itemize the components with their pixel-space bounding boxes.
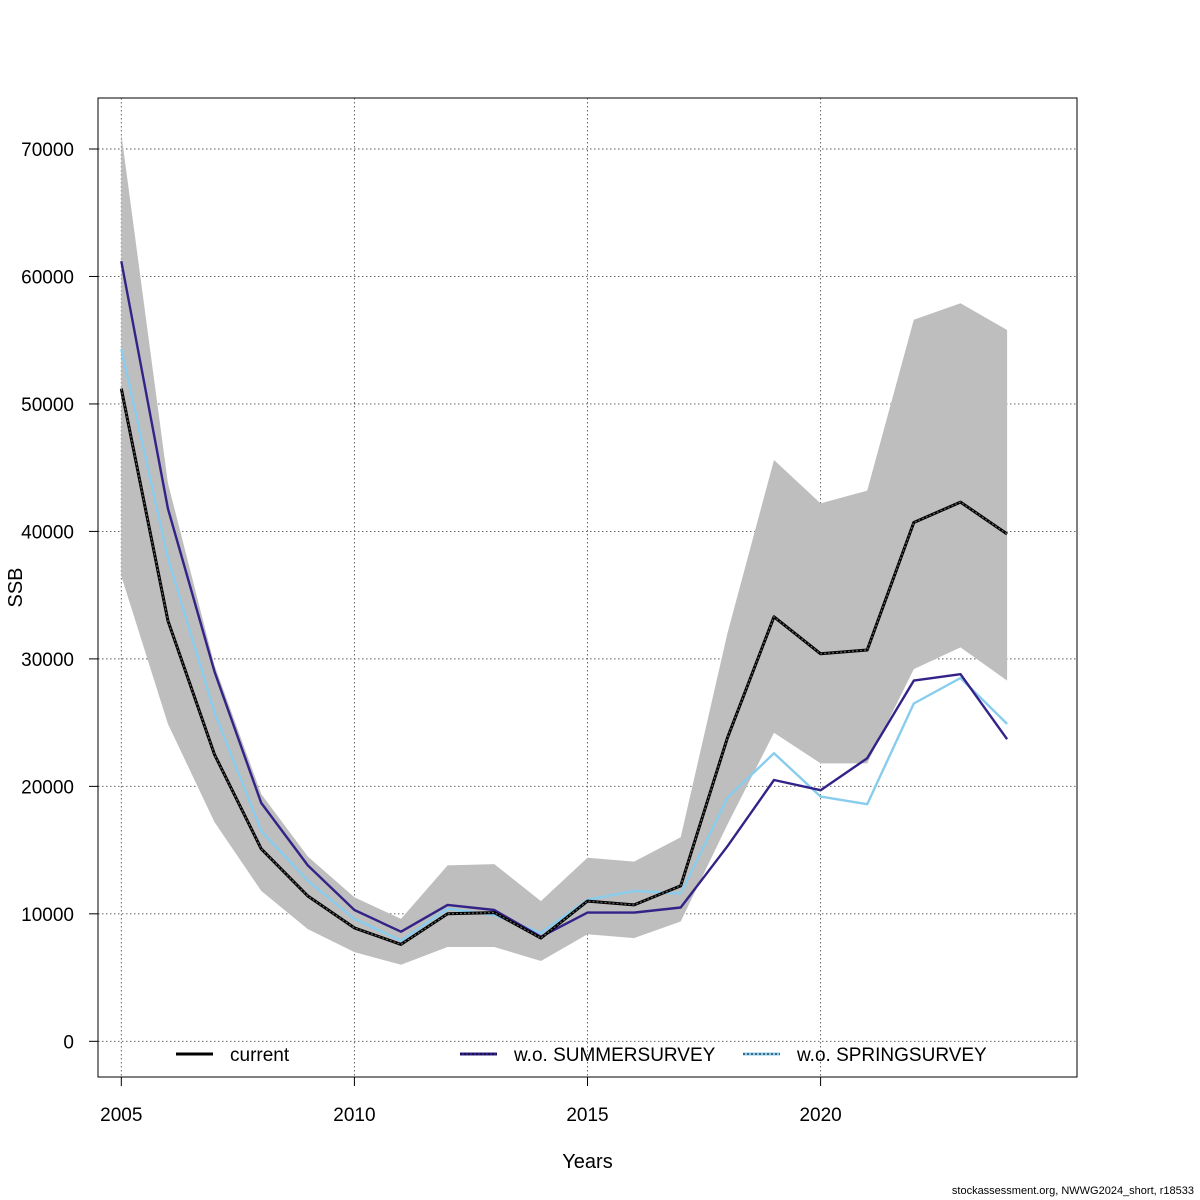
series-line-w-o-summersurvey — [120, 260, 1009, 938]
credit-text: stockassessment.org, NWWG2024_short, r18… — [951, 1185, 1194, 1197]
y-axis: 0 10000 20000 30000 40000 50000 60000 70000 — [21, 140, 99, 1053]
x-tick-label-2020: 2020 — [799, 1105, 841, 1126]
x-tick-label-2015: 2015 — [566, 1105, 608, 1126]
legend-label-w-o-springsurvey: w.o. SPRINGSURVEY — [796, 1045, 987, 1066]
ci-band — [121, 133, 1008, 965]
series-line-w-o-springsurvey — [120, 348, 1008, 942]
legend: current w.o. SUMMERSURVEY w.o. SPRINGSURVE… — [176, 1045, 987, 1066]
x-axis-title: Years — [562, 1151, 612, 1173]
y-axis-title: SSB — [5, 567, 27, 607]
y-tick-label-0: 0 — [63, 1032, 74, 1053]
y-tick-label-40000: 40000 — [21, 522, 74, 543]
x-tick-label-2005: 2005 — [100, 1105, 142, 1126]
y-tick-label-70000: 70000 — [21, 140, 74, 161]
legend-label-w-o-summersurvey: w.o. SUMMERSURVEY — [513, 1045, 716, 1066]
y-tick-label-50000: 50000 — [21, 395, 74, 416]
x-tick-label-2010: 2010 — [333, 1105, 375, 1126]
y-tick-label-60000: 60000 — [21, 267, 74, 288]
y-tick-label-20000: 20000 — [21, 777, 74, 798]
y-tick-label-10000: 10000 — [21, 905, 74, 926]
series-lines — [119, 260, 1009, 946]
y-tick-label-30000: 30000 — [21, 650, 74, 671]
series-line-current-dots — [120, 388, 1008, 946]
legend-label-current: current — [230, 1045, 290, 1066]
x-axis: 2005 2010 2015 2020 — [100, 1076, 842, 1126]
confidence-band — [121, 133, 1008, 965]
